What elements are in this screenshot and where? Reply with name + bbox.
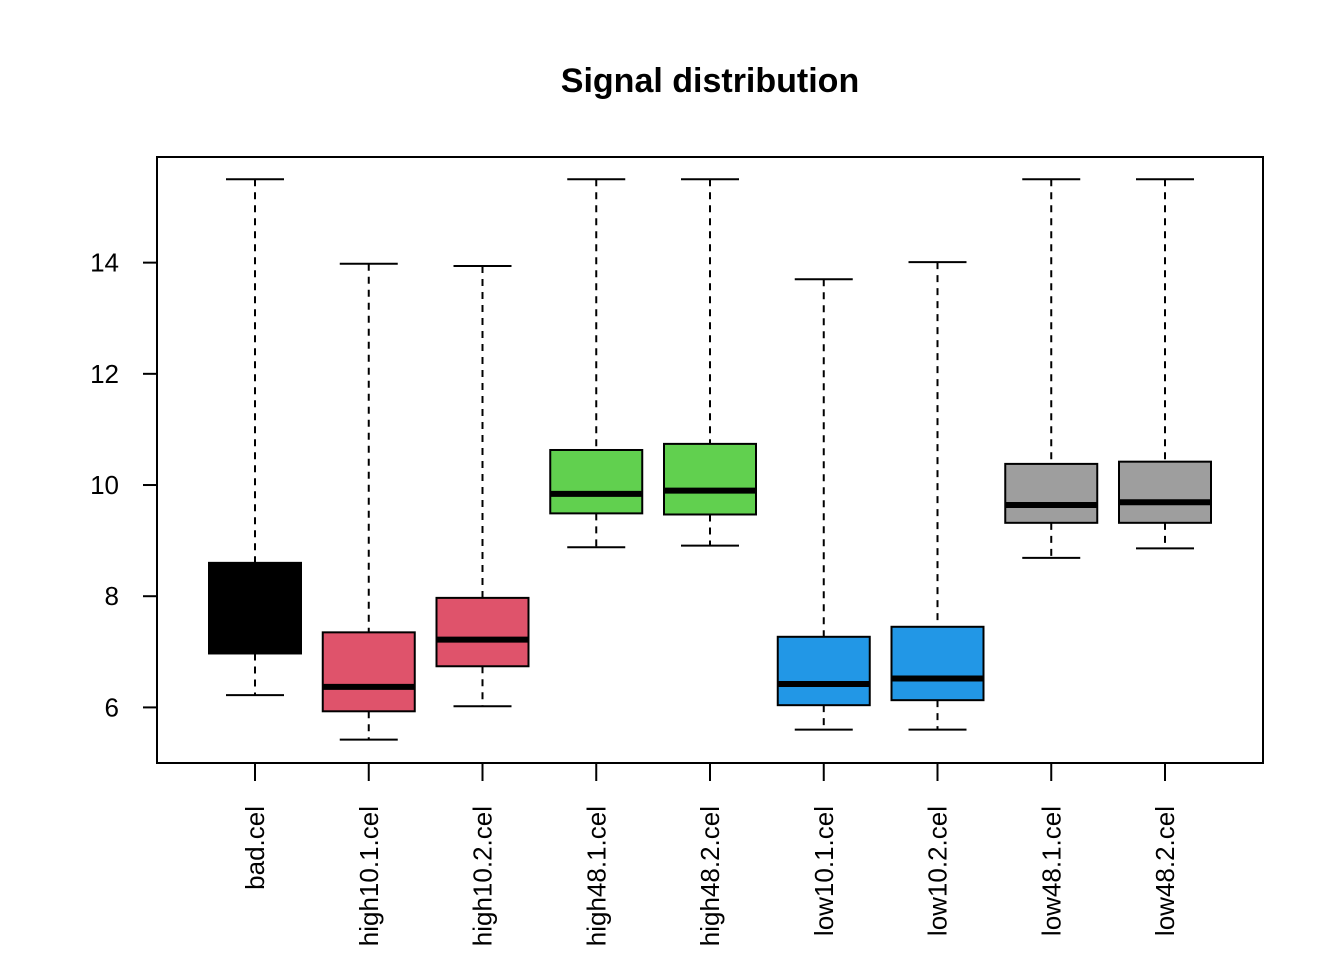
- box-4: [549, 178, 644, 549]
- box-2: [321, 262, 416, 741]
- iqr-box: [435, 596, 530, 668]
- x-tick-label: low10.1.cel: [809, 806, 839, 936]
- y-tick-label: 12: [90, 359, 119, 389]
- iqr-box: [663, 442, 757, 516]
- chart-title: Signal distribution: [561, 62, 859, 100]
- iqr-box: [776, 635, 871, 707]
- x-tick-label: low48.2.cel: [1150, 806, 1180, 936]
- box-5: [663, 178, 757, 547]
- iqr-box: [208, 561, 302, 655]
- box-8: [1004, 178, 1099, 559]
- x-tick-label: bad.cel: [240, 806, 270, 890]
- iqr-box: [1118, 460, 1212, 524]
- iqr-box: [321, 631, 416, 713]
- box-6: [776, 278, 871, 731]
- box-9: [1118, 178, 1212, 550]
- y-tick-label: 10: [90, 470, 119, 500]
- x-tick-label: high48.1.cel: [581, 806, 611, 946]
- box-3: [435, 264, 530, 708]
- iqr-box: [890, 625, 985, 702]
- x-tick-label: low10.2.cel: [923, 806, 953, 936]
- iqr-box: [549, 448, 644, 515]
- x-tick-label: high10.1.cel: [354, 806, 384, 946]
- y-tick-label: 8: [105, 581, 119, 611]
- box-7: [890, 261, 985, 731]
- boxes-group: [208, 178, 1212, 741]
- x-tick-label: high48.2.cel: [695, 806, 725, 946]
- x-axis: bad.cel high10.1.cel high10.2.cel high48.1.…: [240, 763, 1180, 946]
- x-tick-label: high10.2.cel: [468, 806, 498, 946]
- y-tick-label: 14: [90, 248, 119, 278]
- y-axis: 6 8 10 12 14: [90, 248, 157, 722]
- box-1: [208, 178, 302, 697]
- y-tick-label: 6: [105, 692, 119, 722]
- iqr-box: [1004, 462, 1099, 524]
- x-tick-label: low48.1.cel: [1036, 806, 1066, 936]
